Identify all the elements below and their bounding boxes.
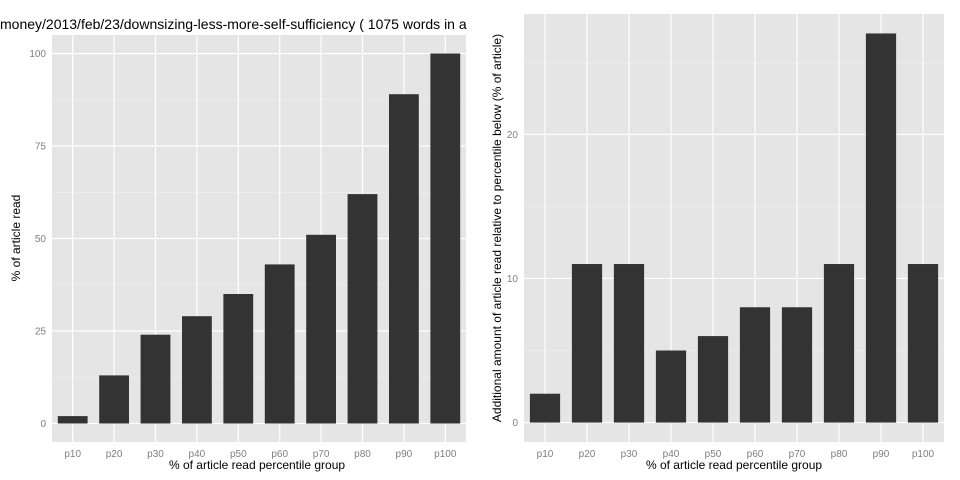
x-tick-label: p10: [64, 449, 81, 460]
y-tick-label: 75: [35, 142, 47, 153]
x-tick-label: p60: [271, 449, 288, 460]
bar-p90: [388, 94, 419, 424]
bar-p90: [865, 33, 897, 423]
bar-p100: [430, 53, 461, 424]
chart-title: money/2013/feb/23/downsizing-less-more-s…: [0, 16, 467, 32]
x-tick-label: p100: [434, 449, 457, 460]
bar-p20: [571, 264, 603, 423]
bar-p10: [57, 416, 88, 424]
bar-p100: [907, 264, 939, 423]
chart-right: 0 10 20 p10 p20 p30 p40 p50 p60 p70 p80 p90 p100 % …: [490, 14, 944, 472]
bars: [529, 33, 939, 423]
y-tick-label: 50: [35, 234, 47, 245]
bar-p30: [140, 334, 171, 424]
x-tick-labels: p10 p20 p30 p40 p50 p60 p70 p80 p90 p100: [537, 449, 935, 460]
bar-p50: [697, 336, 729, 423]
bar-p60: [739, 307, 771, 423]
bar-p10: [529, 393, 561, 423]
x-tick-label: p20: [106, 449, 123, 460]
x-tick-label: p80: [831, 449, 848, 460]
x-tick-label: p20: [579, 449, 596, 460]
bar-p20: [99, 375, 130, 424]
y-tick-label: 100: [29, 49, 46, 60]
x-tick-label: p90: [873, 449, 890, 460]
x-tick-label: p40: [663, 449, 680, 460]
bar-p70: [781, 307, 813, 423]
x-tick-label: p40: [189, 449, 206, 460]
chart-left: money/2013/feb/23/downsizing-less-more-s…: [0, 16, 467, 472]
y-axis-title: % of article read: [9, 195, 23, 282]
bar-p60: [264, 264, 295, 424]
x-tick-label: p100: [912, 449, 935, 460]
x-tick-label: p30: [147, 449, 164, 460]
x-axis-title: % of article read percentile group: [646, 458, 822, 472]
y-tick-label: 0: [512, 418, 518, 429]
x-tick-labels: p10 p20 p30 p40 p50 p60 p70 p80 p90 p100: [64, 449, 457, 460]
bar-p70: [306, 234, 337, 424]
x-tick-label: p50: [705, 449, 722, 460]
x-tick-label: p30: [621, 449, 638, 460]
y-tick-label: 25: [35, 327, 47, 338]
bar-p40: [655, 350, 687, 423]
x-tick-label: p80: [354, 449, 371, 460]
bar-p50: [223, 294, 254, 424]
x-tick-label: p90: [396, 449, 413, 460]
x-tick-label: p70: [313, 449, 330, 460]
x-tick-label: p50: [230, 449, 247, 460]
bars: [57, 53, 461, 424]
y-tick-label: 20: [507, 130, 519, 141]
x-tick-label: p70: [789, 449, 806, 460]
x-tick-label: p60: [747, 449, 764, 460]
y-tick-labels: 0 10 20: [507, 130, 519, 429]
x-axis-title: % of article read percentile group: [169, 458, 345, 472]
y-tick-label: 10: [507, 274, 519, 285]
x-tick-label: p10: [537, 449, 554, 460]
bar-p80: [823, 264, 855, 423]
bar-p40: [181, 316, 212, 424]
bar-p80: [347, 194, 378, 424]
y-tick-labels: 0 25 50 75 100: [29, 49, 46, 430]
y-tick-label: 0: [40, 419, 46, 430]
bar-p30: [613, 264, 645, 423]
y-axis-title: Additional amount of article read relati…: [490, 34, 504, 422]
